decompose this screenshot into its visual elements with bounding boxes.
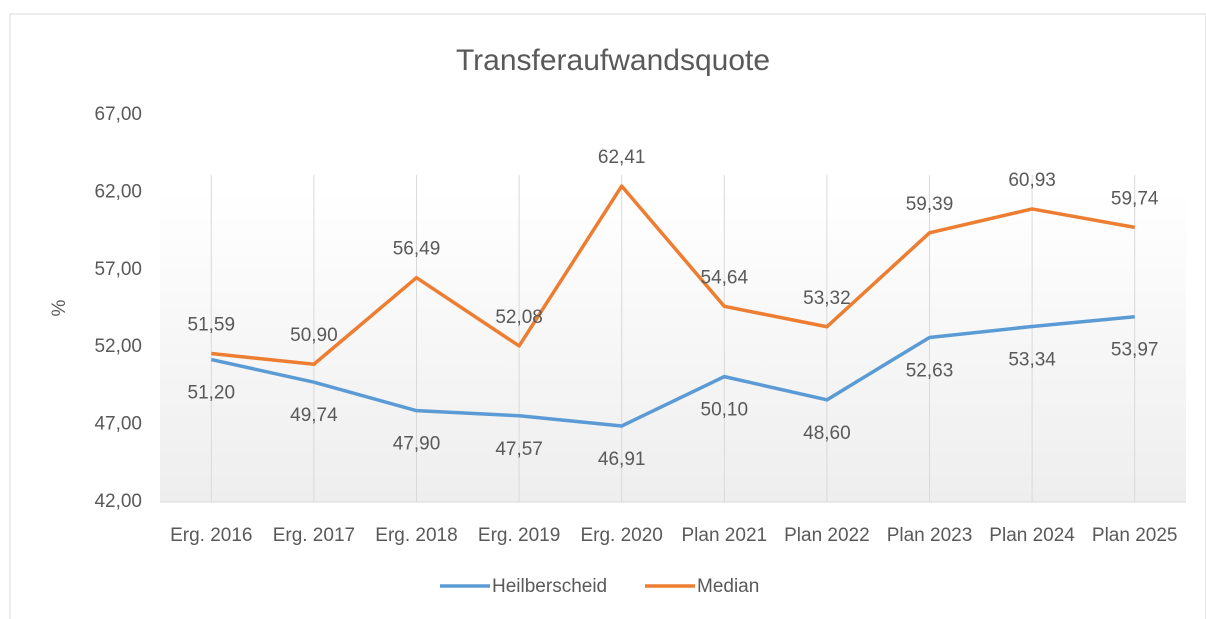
data-label: 56,49 xyxy=(393,239,441,260)
data-label: 48,60 xyxy=(803,423,851,444)
data-label: 47,90 xyxy=(393,434,441,455)
data-label: 51,20 xyxy=(188,383,236,404)
data-label: 51,59 xyxy=(188,315,236,336)
x-tick-label: Plan 2025 xyxy=(1092,525,1178,546)
x-tick-label: Erg. 2019 xyxy=(478,525,560,546)
data-label: 50,10 xyxy=(701,400,749,421)
data-label: 53,97 xyxy=(1111,340,1159,361)
data-label: 54,64 xyxy=(701,267,749,288)
data-label: 50,90 xyxy=(290,325,338,346)
x-tick-label: Erg. 2017 xyxy=(273,525,355,546)
x-tick-label: Erg. 2020 xyxy=(580,525,662,546)
legend-label: Median xyxy=(697,576,759,597)
data-label: 60,93 xyxy=(1008,170,1056,191)
data-label: 62,41 xyxy=(598,147,646,168)
chart-title: Transferaufwandsquote xyxy=(456,44,770,77)
x-tick-label: Plan 2021 xyxy=(682,525,768,546)
data-label: 53,32 xyxy=(803,288,851,309)
data-label: 52,63 xyxy=(906,360,954,381)
data-label: 59,74 xyxy=(1111,188,1159,209)
data-label: 53,34 xyxy=(1008,349,1056,370)
data-label: 47,57 xyxy=(495,439,543,460)
y-tick-label: 52,00 xyxy=(94,336,142,357)
data-label: 52,08 xyxy=(495,307,543,328)
x-tick-label: Plan 2024 xyxy=(989,525,1075,546)
series-line xyxy=(211,184,1136,366)
x-tick-label: Erg. 2018 xyxy=(375,525,457,546)
data-label: 46,91 xyxy=(598,449,646,470)
data-label: 49,74 xyxy=(290,405,338,426)
y-tick-label: 57,00 xyxy=(94,259,142,280)
legend-label: Heilberscheid xyxy=(492,576,607,597)
y-axis-label: % xyxy=(49,299,70,316)
y-tick-label: 42,00 xyxy=(94,491,142,512)
series-line xyxy=(210,314,1135,428)
y-tick-label: 62,00 xyxy=(94,181,142,202)
x-tick-label: Plan 2023 xyxy=(887,525,973,546)
x-tick-label: Plan 2022 xyxy=(784,525,870,546)
data-label: 59,39 xyxy=(906,194,954,215)
plot-background xyxy=(160,190,1186,502)
y-tick-label: 47,00 xyxy=(94,414,142,435)
y-tick-label: 67,00 xyxy=(94,104,142,125)
x-tick-label: Erg. 2016 xyxy=(170,525,252,546)
